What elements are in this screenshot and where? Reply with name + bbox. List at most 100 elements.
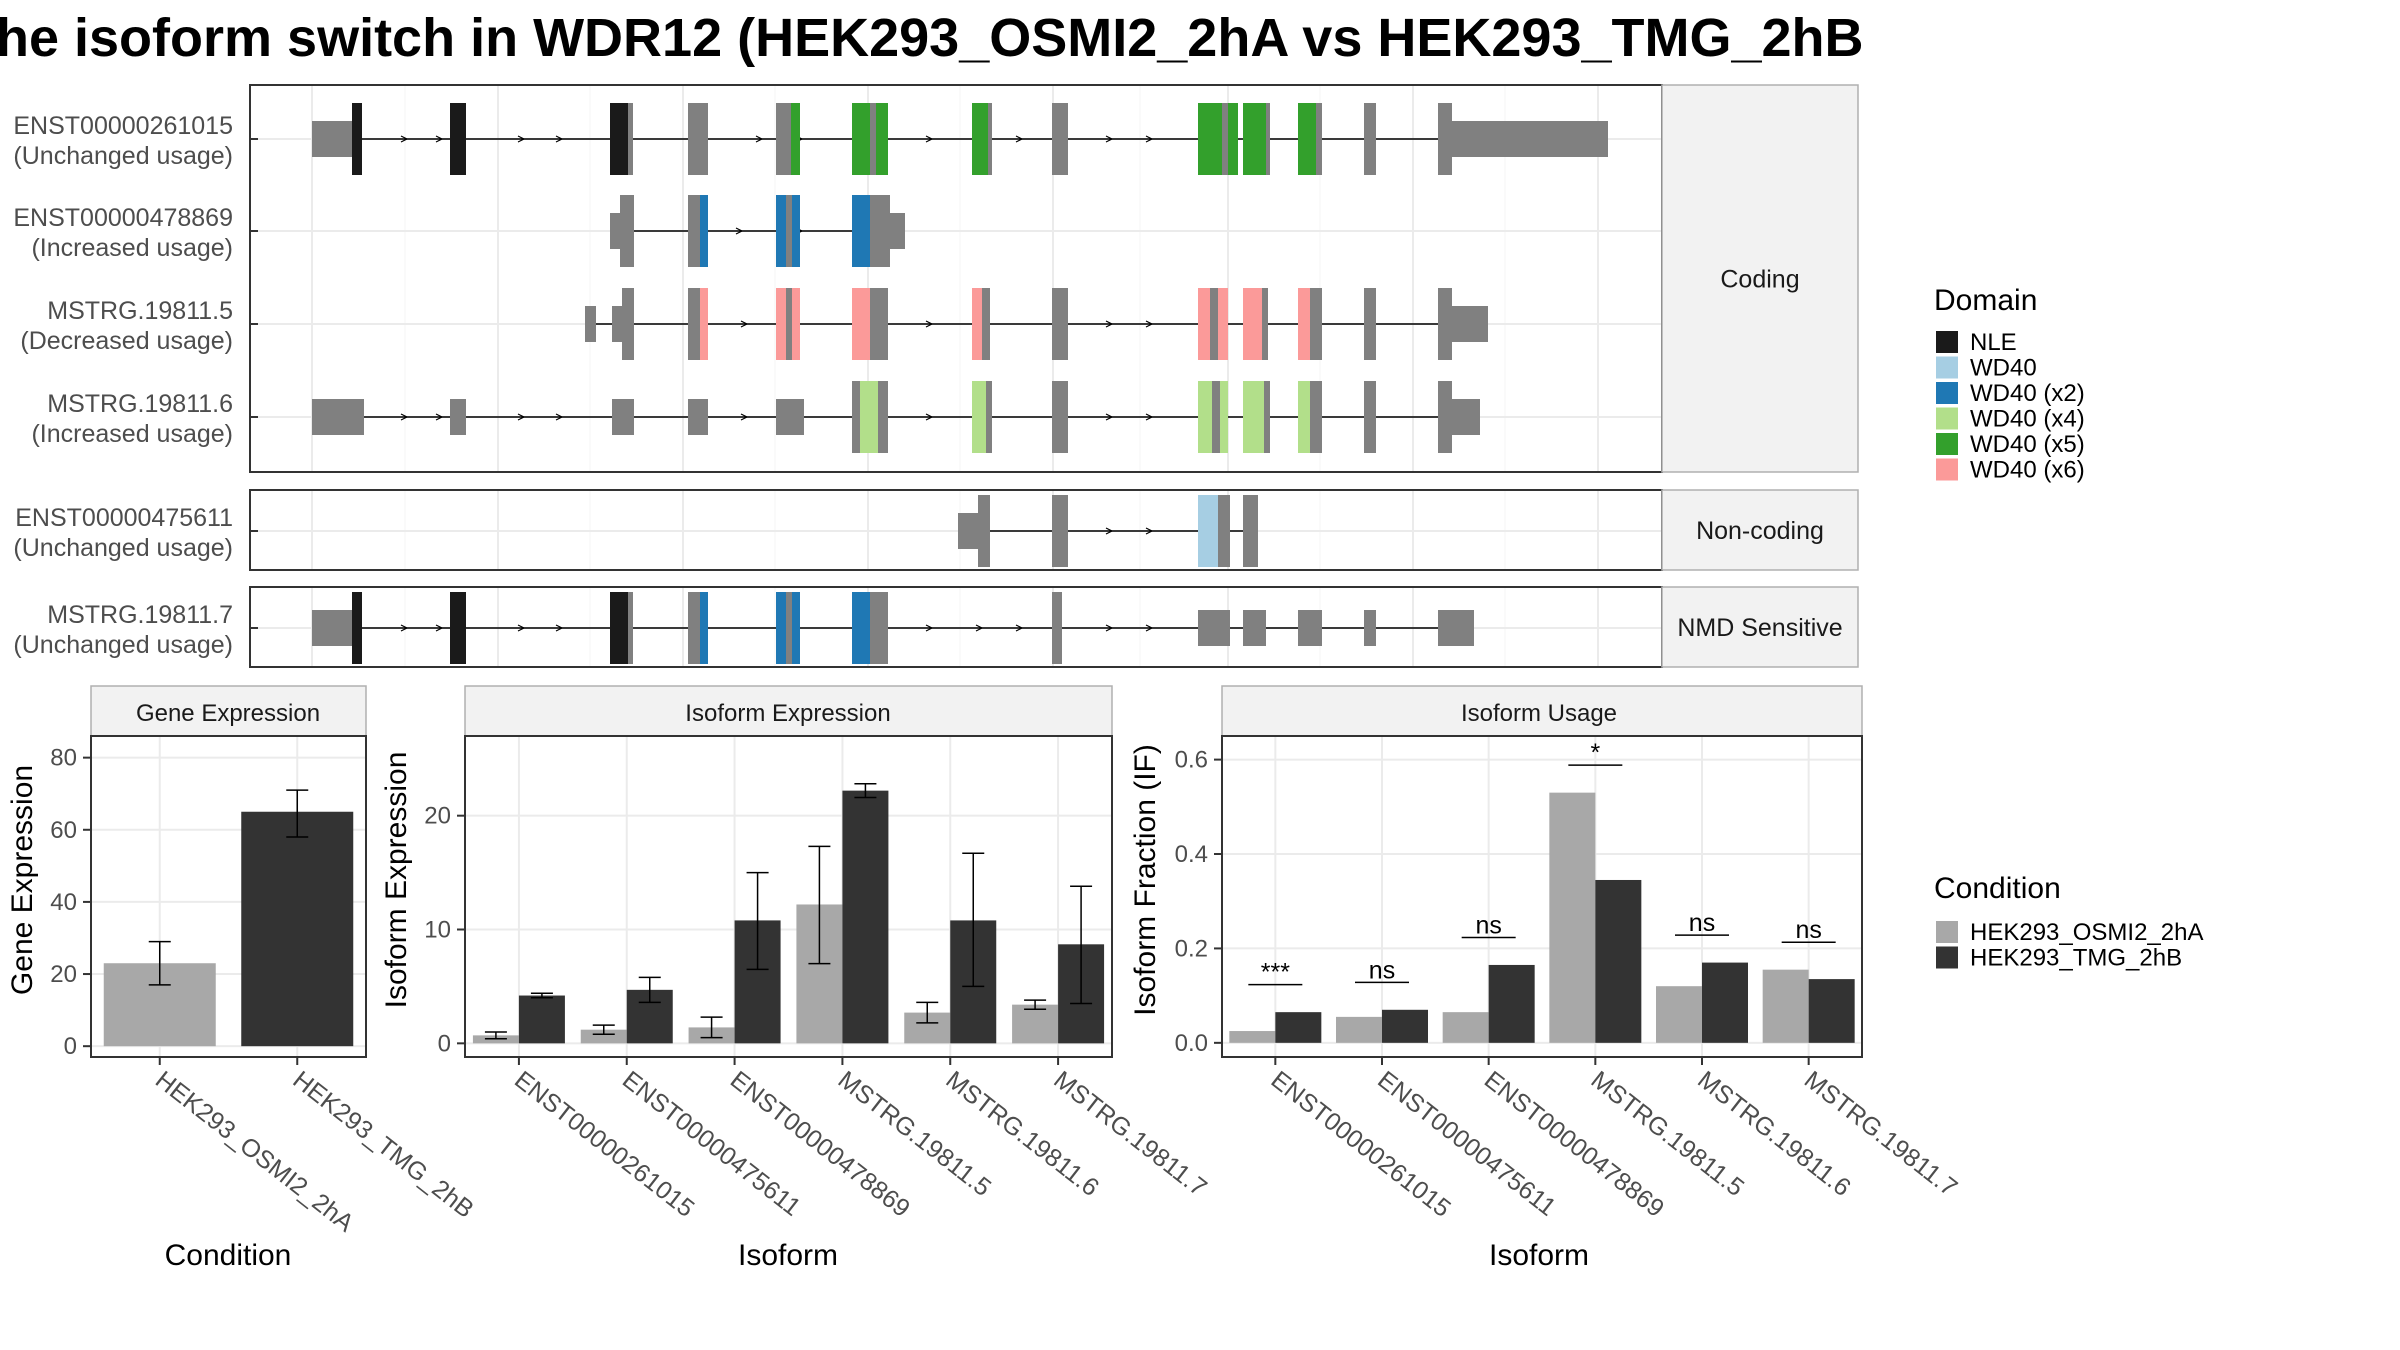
strand-arrow — [925, 320, 934, 328]
facet-strip-label: NMD Sensitive — [1677, 614, 1842, 642]
isoform-track-id: MSTRG.19811.5 — [47, 297, 233, 325]
exon-coding — [776, 592, 786, 664]
exon-coding — [791, 103, 800, 175]
exon-coding — [860, 381, 878, 453]
exon-coding — [852, 195, 870, 267]
condition-legend-key — [1936, 946, 1958, 969]
exon-coding — [870, 103, 876, 175]
domain-legend-label: WD40 — [1970, 355, 2037, 382]
facet-strip — [1661, 84, 1859, 473]
exon-utr — [1298, 610, 1322, 646]
exon-coding — [1266, 103, 1270, 175]
y-tick-label: 80 — [50, 745, 77, 772]
domain-legend-label: WD40 (x2) — [1970, 380, 2085, 407]
domain-legend-key — [1936, 458, 1958, 481]
exon-coding — [1228, 103, 1238, 175]
exon-coding — [1222, 103, 1228, 175]
facet-strip-label: Coding — [1720, 266, 1799, 294]
isoform-expression-strip-title: Isoform Expression — [685, 700, 890, 727]
strand-arrow — [517, 413, 526, 421]
exon-coding — [700, 288, 708, 360]
exon-coding — [1220, 381, 1228, 453]
chart-plot-border — [90, 735, 367, 1058]
exon-coding — [622, 288, 634, 360]
exon-coding — [1264, 381, 1270, 453]
exon-coding — [870, 592, 888, 664]
exon-utr — [1452, 399, 1480, 435]
y-tick-label: 0.6 — [1175, 747, 1208, 774]
chart-strip — [464, 685, 1113, 737]
chart-strip — [1221, 685, 1863, 737]
exon-utr — [1243, 610, 1266, 646]
exon-utr — [1438, 610, 1474, 646]
exon-coding — [972, 381, 986, 453]
exon-coding — [792, 592, 800, 664]
x-tick-label: ENST00000478869 — [1479, 1066, 1669, 1223]
bar — [1808, 979, 1855, 1043]
exon-coding — [450, 103, 466, 175]
y-tick-label: 20 — [424, 803, 451, 830]
bar — [241, 811, 354, 1047]
significance-label: ns — [1689, 909, 1715, 937]
exon-coding — [786, 195, 792, 267]
chart-plot-bg — [465, 736, 1112, 1057]
strand-arrow — [1105, 135, 1114, 143]
isoform-expression-chart: Isoform Isoform Expression Isoform Expre… — [380, 685, 1212, 1272]
exon-coding — [1364, 103, 1376, 175]
strand-arrow — [925, 624, 934, 632]
exon-coding — [1364, 288, 1376, 360]
exon-coding — [1310, 288, 1322, 360]
bar — [1275, 1012, 1322, 1043]
exon-coding — [688, 288, 700, 360]
strand-arrow — [975, 624, 984, 632]
strand-arrow — [735, 227, 744, 235]
bar — [1442, 1012, 1489, 1043]
y-tick-label: 0.2 — [1175, 935, 1208, 962]
bar — [580, 1029, 627, 1044]
exon-coding — [1052, 103, 1068, 175]
exon-coding — [352, 103, 362, 175]
exon-coding — [1052, 592, 1062, 664]
y-tick-label: 0 — [438, 1030, 451, 1057]
exon-utr — [312, 399, 364, 435]
chart-plot-bg — [1222, 736, 1862, 1057]
strand-arrow — [400, 413, 409, 421]
exon-coding — [1438, 381, 1452, 453]
exon-coding — [628, 103, 633, 175]
bar — [1336, 1016, 1382, 1043]
bar — [1702, 962, 1748, 1043]
figure-title: he isoform switch in WDR12 (HEK293_OSMI2… — [0, 8, 1864, 68]
exon-utr — [1452, 121, 1608, 157]
strand-arrow — [1145, 624, 1154, 632]
exon-utr — [776, 399, 804, 435]
y-tick-label: 10 — [424, 917, 451, 944]
domain-legend-key — [1936, 433, 1958, 455]
strand-arrow — [740, 413, 749, 421]
x-tick-label: ENST00000478869 — [725, 1066, 915, 1223]
exon-coding — [1243, 103, 1266, 175]
exon-utr — [958, 513, 978, 549]
bar — [518, 995, 565, 1044]
exon-coding — [1198, 288, 1210, 360]
exon-coding — [688, 103, 708, 175]
strand-arrow — [740, 320, 749, 328]
exon-coding — [776, 195, 786, 267]
domain-legend-key — [1936, 407, 1958, 430]
isoform-track-id: MSTRG.19811.7 — [47, 601, 233, 629]
strand-arrow — [1145, 413, 1154, 421]
strand-arrow — [555, 135, 564, 143]
facet-strip — [1661, 586, 1859, 668]
exon-coding — [610, 103, 628, 175]
strand-arrow — [1105, 320, 1114, 328]
condition-legend-label: HEK293_TMG_2hB — [1970, 945, 2182, 972]
exon-coding — [988, 103, 992, 175]
exon-coding — [876, 103, 888, 175]
isoform-track-id: ENST00000261015 — [13, 112, 233, 140]
isoform-track-id: ENST00000475611 — [15, 504, 233, 532]
exon-coding — [450, 592, 466, 664]
exon-coding — [792, 195, 800, 267]
exon-utr — [1198, 610, 1230, 646]
bar — [1595, 879, 1642, 1043]
exon-coding — [870, 195, 890, 267]
